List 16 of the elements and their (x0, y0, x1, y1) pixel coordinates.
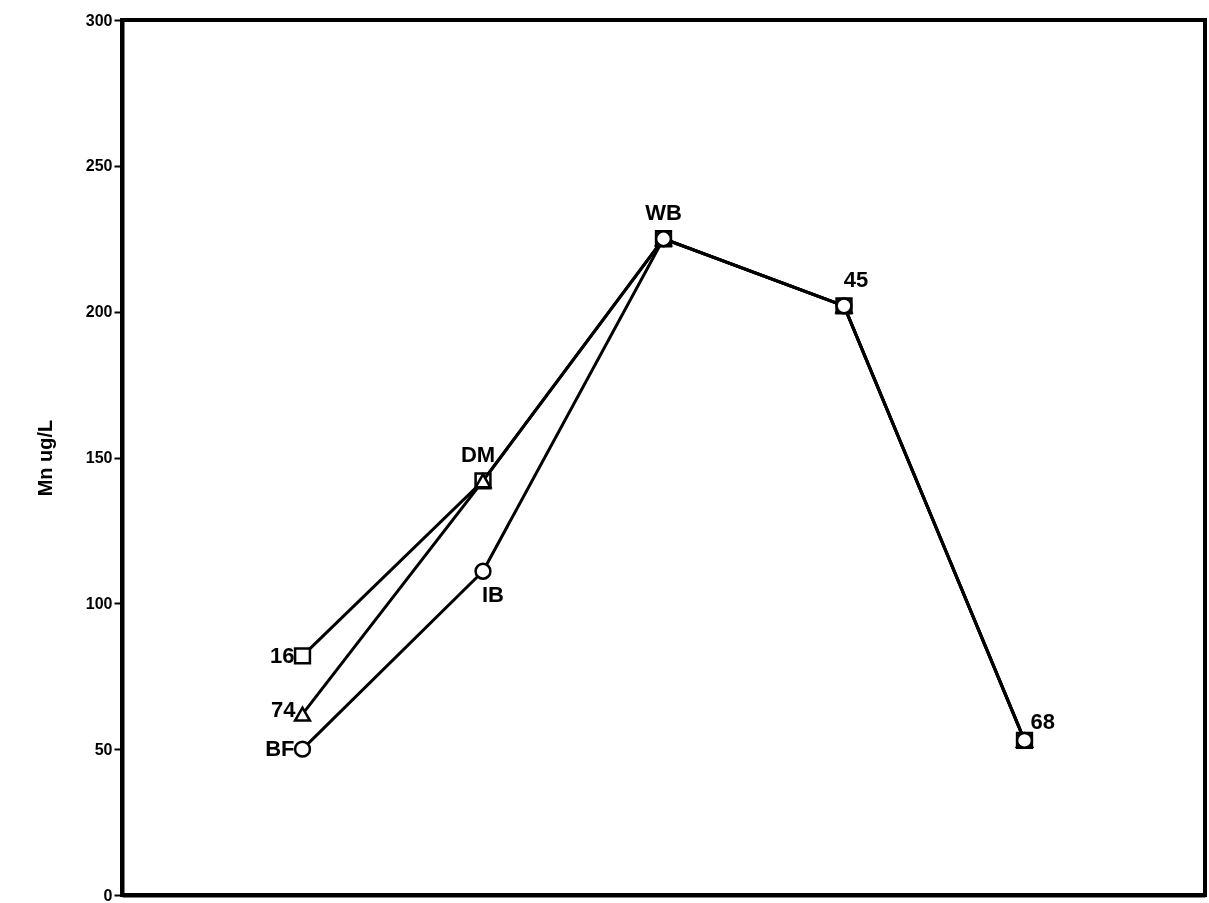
y-tick-label: 50 (94, 740, 113, 758)
y-tick-label: 100 (85, 594, 113, 612)
annotation: WB (645, 199, 682, 225)
y-tick-label: 150 (85, 449, 113, 466)
annotation: DM (460, 441, 496, 467)
annotation: 16 (270, 642, 295, 668)
annotation: 74 (271, 697, 297, 723)
annotation: BF (265, 736, 295, 762)
y-tick-label: 300 (85, 11, 113, 29)
annotation: 45 (843, 266, 869, 292)
y-tick-label: 250 (85, 157, 113, 175)
y-tick-label: 0 (103, 886, 113, 903)
y-axis-title: Mn ug/L (33, 419, 56, 497)
annotation: IB (482, 582, 504, 608)
annotation: 68 (1030, 709, 1055, 735)
y-tick-label: 200 (85, 303, 113, 321)
